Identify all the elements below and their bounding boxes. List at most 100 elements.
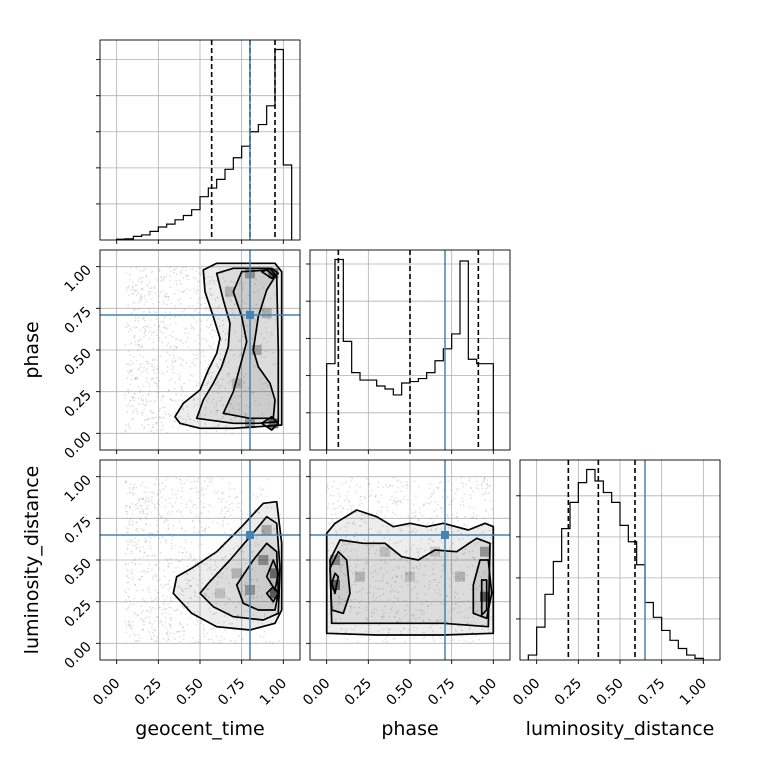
- sample-point: [416, 551, 418, 554]
- sample-point: [165, 275, 168, 278]
- sample-point: [207, 309, 210, 312]
- sample-point: [257, 543, 260, 546]
- sample-point: [237, 563, 240, 566]
- sample-point: [152, 369, 154, 371]
- sample-point: [182, 594, 185, 597]
- sample-point: [182, 390, 185, 393]
- sample-point: [170, 510, 173, 513]
- sample-point: [275, 362, 278, 365]
- sample-point: [211, 336, 214, 339]
- sample-point: [216, 522, 219, 524]
- sample-point: [160, 421, 163, 423]
- sample-point: [208, 344, 210, 347]
- sample-point: [151, 359, 154, 362]
- sample-point: [125, 623, 127, 626]
- sample-point: [336, 487, 339, 490]
- sample-point: [154, 629, 157, 631]
- sample-point: [155, 334, 158, 337]
- sample-point: [161, 290, 164, 292]
- sample-point: [132, 509, 134, 511]
- sample-point: [219, 399, 221, 402]
- sample-point: [230, 569, 233, 572]
- sample-point: [227, 382, 229, 385]
- sample-point: [338, 597, 340, 600]
- sample-point: [191, 506, 194, 508]
- sample-point: [251, 391, 253, 394]
- sample-point: [367, 539, 369, 542]
- sample-point: [222, 492, 224, 494]
- sample-point: [146, 377, 148, 379]
- sample-point: [228, 402, 231, 405]
- sample-point: [180, 527, 183, 529]
- sample-point: [217, 297, 219, 299]
- sample-point: [165, 583, 168, 586]
- sample-point: [201, 487, 203, 489]
- sample-point: [268, 402, 271, 405]
- sample-point: [243, 302, 246, 304]
- sample-point: [150, 547, 152, 550]
- sample-point: [140, 578, 142, 580]
- sample-point: [124, 620, 126, 623]
- sample-point: [357, 559, 359, 561]
- sample-point: [457, 530, 460, 532]
- sample-point: [395, 581, 397, 583]
- sample-point: [147, 324, 149, 327]
- sample-point: [138, 578, 141, 581]
- sample-point: [147, 610, 149, 613]
- sample-point: [190, 374, 193, 376]
- sample-point: [149, 544, 151, 547]
- sample-point: [370, 494, 373, 496]
- sample-point: [187, 605, 189, 608]
- sample-point: [153, 635, 155, 637]
- sample-point: [345, 495, 348, 497]
- sample-point: [473, 543, 476, 545]
- sample-point: [148, 535, 150, 538]
- sample-point: [204, 528, 206, 531]
- x-axis-label-geocent-time: geocent_time: [135, 718, 264, 740]
- sample-point: [181, 290, 184, 293]
- sample-point: [147, 554, 150, 557]
- sample-point: [129, 520, 131, 523]
- sample-point: [129, 600, 132, 602]
- sample-point: [139, 512, 142, 514]
- sample-point: [216, 365, 219, 368]
- sample-point: [221, 319, 224, 322]
- sample-point: [455, 479, 457, 481]
- sample-point: [164, 311, 167, 314]
- sample-point: [433, 640, 436, 642]
- sample-point: [418, 617, 421, 619]
- sample-point: [140, 508, 143, 510]
- sample-point: [127, 423, 130, 425]
- sample-point: [488, 529, 491, 532]
- sample-point: [165, 413, 167, 415]
- sample-point: [181, 388, 183, 390]
- y-tick-label: 0.25: [61, 387, 94, 420]
- sample-point: [216, 307, 219, 309]
- sample-point: [375, 597, 378, 599]
- sample-point: [156, 384, 158, 387]
- sample-point: [209, 282, 211, 285]
- sample-point: [195, 292, 198, 295]
- sample-point: [222, 523, 224, 526]
- sample-point: [405, 613, 408, 616]
- sample-point: [370, 611, 373, 614]
- truth-marker: [246, 531, 254, 539]
- sample-point: [182, 291, 184, 294]
- sample-point: [177, 299, 180, 302]
- density-cell: [261, 308, 272, 319]
- sample-point: [169, 558, 171, 560]
- sample-point: [141, 295, 143, 298]
- sample-point: [133, 410, 135, 412]
- sample-point: [237, 600, 240, 603]
- sample-point: [469, 642, 472, 644]
- sample-point: [355, 591, 358, 593]
- sample-point: [338, 603, 340, 605]
- sample-point: [387, 543, 390, 546]
- sample-point: [175, 497, 178, 499]
- sample-point: [139, 390, 142, 392]
- sample-point: [241, 514, 243, 516]
- sample-point: [202, 624, 205, 626]
- sample-point: [196, 532, 199, 534]
- sample-point: [198, 530, 200, 533]
- sample-point: [170, 302, 172, 305]
